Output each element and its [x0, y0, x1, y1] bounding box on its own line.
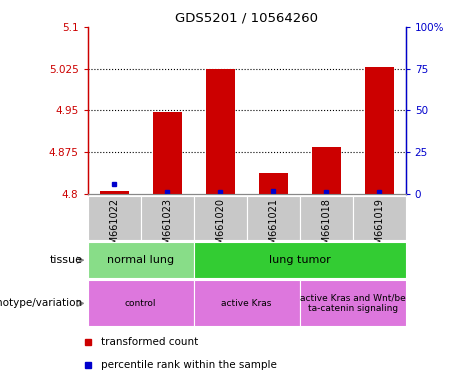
Bar: [88, 196, 141, 240]
Bar: [312, 147, 341, 194]
Bar: [194, 280, 300, 326]
Title: GDS5201 / 10564260: GDS5201 / 10564260: [175, 11, 318, 24]
Bar: [88, 242, 194, 278]
Text: normal lung: normal lung: [107, 255, 174, 265]
Bar: [194, 196, 247, 240]
Bar: [300, 280, 406, 326]
Bar: [206, 69, 235, 194]
Text: percentile rank within the sample: percentile rank within the sample: [101, 360, 277, 370]
Text: transformed count: transformed count: [101, 337, 199, 347]
Bar: [141, 196, 194, 240]
Text: GSM661023: GSM661023: [162, 198, 172, 257]
Bar: [300, 196, 353, 240]
Text: active Kras and Wnt/be
ta-catenin signaling: active Kras and Wnt/be ta-catenin signal…: [300, 294, 406, 313]
Bar: [194, 242, 406, 278]
Text: genotype/variation: genotype/variation: [0, 298, 83, 308]
Text: lung tumor: lung tumor: [269, 255, 331, 265]
Bar: [247, 196, 300, 240]
Bar: [100, 190, 129, 194]
Text: GSM661021: GSM661021: [268, 198, 278, 257]
Text: GSM661018: GSM661018: [321, 198, 331, 257]
Bar: [353, 196, 406, 240]
Bar: [88, 280, 194, 326]
Text: GSM661020: GSM661020: [215, 198, 225, 257]
Text: control: control: [125, 299, 156, 308]
Bar: [153, 112, 182, 194]
Text: tissue: tissue: [50, 255, 83, 265]
Text: GSM661019: GSM661019: [374, 198, 384, 257]
Text: GSM661022: GSM661022: [109, 198, 119, 257]
Bar: [259, 173, 288, 194]
Text: active Kras: active Kras: [221, 299, 272, 308]
Bar: [365, 67, 394, 194]
